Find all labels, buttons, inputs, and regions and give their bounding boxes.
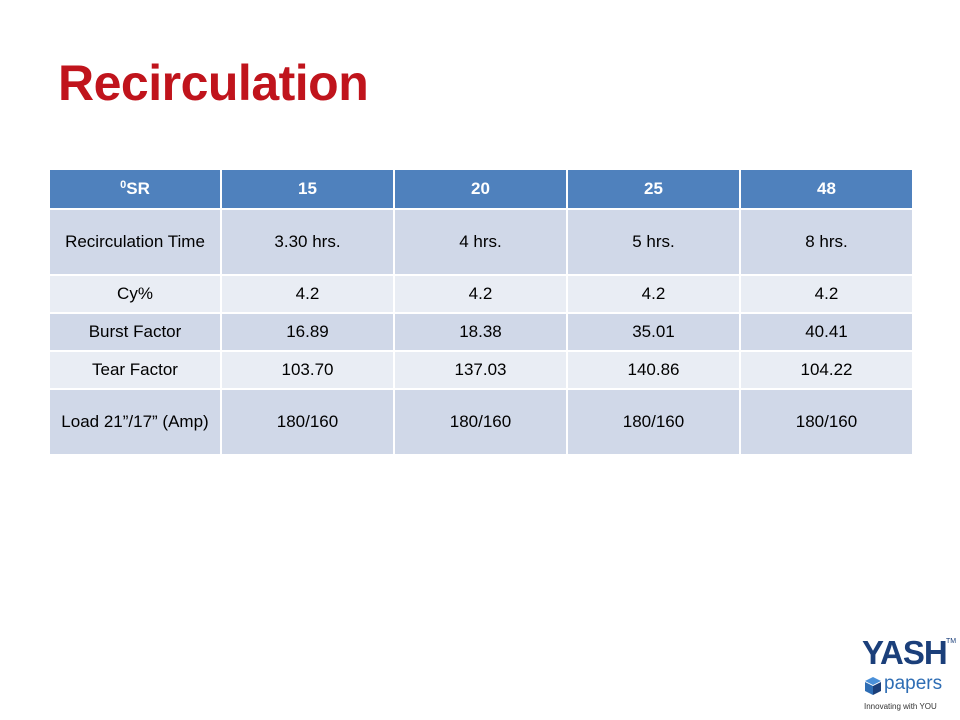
table-cell: 3.30 hrs.: [220, 208, 395, 276]
yash-papers-logo: YASH TM papers Innovating with YOU: [860, 636, 956, 714]
table-cell: 180/160: [566, 388, 741, 456]
table-row: Tear Factor 103.70 137.03 140.86 104.22: [48, 350, 914, 390]
table-row: Recirculation Time 3.30 hrs. 4 hrs. 5 hr…: [48, 208, 914, 276]
table-cell: 180/160: [220, 388, 395, 456]
logo-tagline: Innovating with YOU: [864, 702, 937, 711]
logo-product: papers: [884, 673, 943, 694]
logo-trademark: TM: [946, 638, 957, 645]
table-cell: 18.38: [393, 312, 568, 352]
header-cell: 48: [739, 168, 914, 210]
table-cell: 4.2: [566, 274, 741, 314]
header-cell: 25: [566, 168, 741, 210]
table-cell: 140.86: [566, 350, 741, 390]
header-cell-sr: 0SR: [48, 168, 222, 210]
header-cell: 15: [220, 168, 395, 210]
table-cell: 180/160: [739, 388, 914, 456]
header-sr-label: SR: [126, 179, 150, 198]
table-row: Load 21”/17” (Amp) 180/160 180/160 180/1…: [48, 388, 914, 456]
table-cell: 8 hrs.: [739, 208, 914, 276]
table-cell: 16.89: [220, 312, 395, 352]
table-cell: 4.2: [220, 274, 395, 314]
row-label: Tear Factor: [48, 350, 222, 390]
table-cell: 4.2: [739, 274, 914, 314]
row-label: Cy%: [48, 274, 222, 314]
table-header-row: 0SR 15 20 25 48: [48, 168, 914, 210]
table-row: Cy% 4.2 4.2 4.2 4.2: [48, 274, 914, 314]
table-cell: 180/160: [393, 388, 568, 456]
row-label: Load 21”/17” (Amp): [48, 388, 222, 456]
header-cell: 20: [393, 168, 568, 210]
row-label: Burst Factor: [48, 312, 222, 352]
table-cell: 103.70: [220, 350, 395, 390]
table-cell: 5 hrs.: [566, 208, 741, 276]
slide-title: Recirculation: [58, 55, 369, 111]
table-row: Burst Factor 16.89 18.38 35.01 40.41: [48, 312, 914, 352]
table-cell: 35.01: [566, 312, 741, 352]
table-cell: 4 hrs.: [393, 208, 568, 276]
degree-superscript: 0: [120, 179, 127, 191]
table-cell: 4.2: [393, 274, 568, 314]
table-cell: 104.22: [739, 350, 914, 390]
table-cell: 137.03: [393, 350, 568, 390]
recirculation-table: 0SR 15 20 25 48 Recirculation Time 3.30 …: [48, 168, 914, 456]
row-label: Recirculation Time: [48, 208, 222, 276]
data-table-container: 0SR 15 20 25 48 Recirculation Time 3.30 …: [48, 168, 914, 456]
logo-brand: YASH: [862, 634, 948, 671]
paper-stack-icon: [865, 677, 881, 695]
table-cell: 40.41: [739, 312, 914, 352]
